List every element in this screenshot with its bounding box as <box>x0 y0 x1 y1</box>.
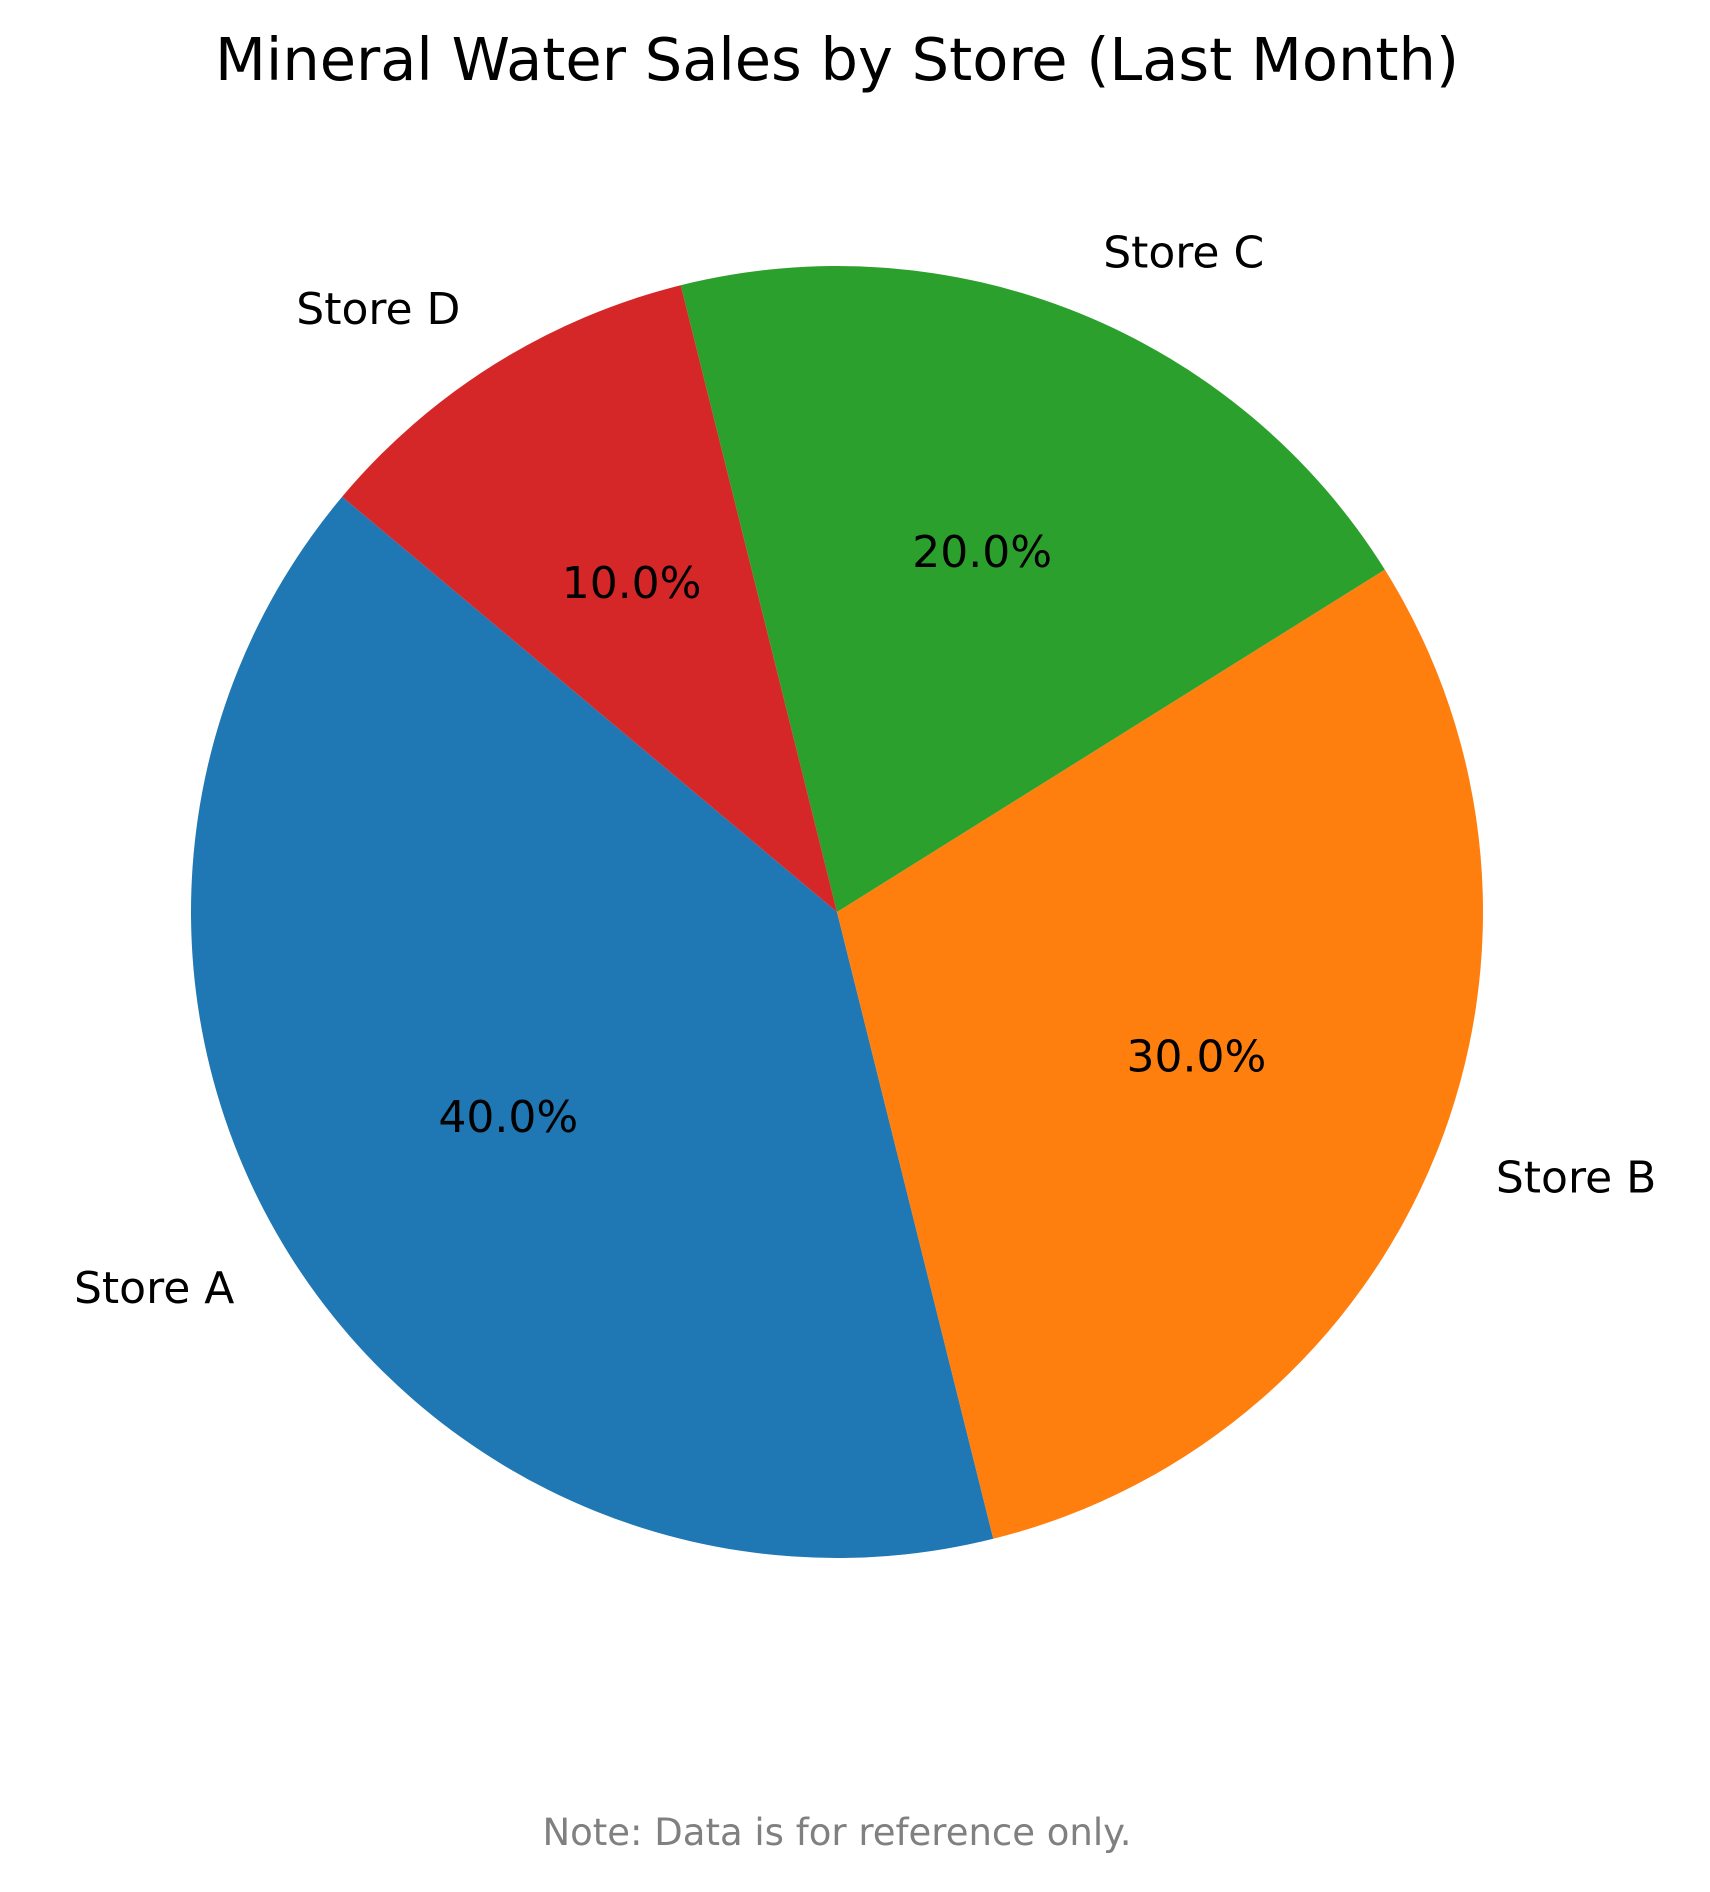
footnote: Note: Data is for reference only. <box>542 1811 1131 1854</box>
percent-label-store-c: 20.0% <box>912 527 1052 578</box>
percent-label-store-a: 40.0% <box>438 1092 578 1143</box>
pie-slice-store-c <box>680 266 1385 913</box>
pie-labels: 40.0% Store A 30.0% Store B 20.0% Store C 10.0… <box>74 228 1656 1314</box>
pie-slices <box>191 266 1483 1558</box>
slice-label-store-a: Store A <box>74 1263 234 1314</box>
percent-label-store-b: 30.0% <box>1126 1032 1266 1083</box>
chart-title: Mineral Water Sales by Store (Last Month… <box>215 25 1459 94</box>
pie-slice-store-d <box>342 285 837 912</box>
slice-label-store-c: Store C <box>1103 228 1264 279</box>
slice-label-store-d: Store D <box>296 284 460 335</box>
pie-slice-store-a <box>191 496 994 1558</box>
percent-label-store-d: 10.0% <box>562 558 702 609</box>
pie-slice-store-b <box>837 569 1483 1539</box>
slice-label-store-b: Store B <box>1496 1153 1656 1204</box>
